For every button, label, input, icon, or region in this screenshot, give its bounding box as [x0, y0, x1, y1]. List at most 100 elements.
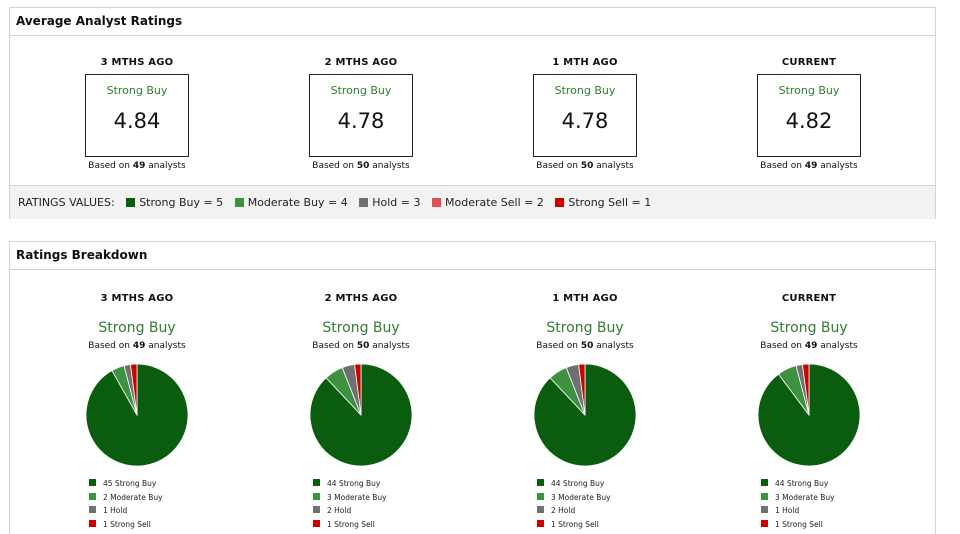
- legend-label: 44 Strong Buy: [551, 479, 605, 488]
- pie-legend-item-moderate-buy: 2 Moderate Buy: [89, 491, 185, 505]
- pie-legend-item-strong-buy: 44 Strong Buy: [761, 477, 857, 491]
- score-box: Strong Buy 4.82: [757, 74, 861, 157]
- legend-swatch: [313, 479, 320, 486]
- consensus-label: Strong Buy: [98, 320, 176, 336]
- legend-swatch: [537, 492, 544, 500]
- legend-moderate-sell: Moderate Sell = 2: [432, 196, 544, 209]
- rating-label: Strong Buy: [106, 84, 168, 97]
- ratings-breakdown-title: Ratings Breakdown: [10, 242, 935, 270]
- legend-label: 3 Moderate Buy: [551, 492, 611, 502]
- score-box: Strong Buy 4.84: [85, 74, 189, 157]
- legend-swatch: [313, 506, 320, 513]
- score-value: 4.84: [113, 109, 161, 133]
- based-on-text: Based on 49 analysts: [88, 161, 186, 171]
- moderate-buy-swatch: [234, 198, 244, 207]
- avg-rating-3-months-ago: 3 MTHS AGO Strong Buy 4.84 Based on 49 a…: [27, 57, 247, 171]
- pie-legend-item-strong-buy: 45 Strong Buy: [89, 477, 185, 491]
- analyst-count: 50: [580, 161, 594, 171]
- pie-legend-item-moderate-buy: 3 Moderate Buy: [313, 491, 409, 505]
- legend-swatch: [313, 519, 320, 527]
- based-on-text: Based on 50 analysts: [312, 161, 410, 171]
- average-ratings-title: Average Analyst Ratings: [10, 8, 935, 36]
- legend-label: 1 Strong Sell: [103, 519, 151, 529]
- based-on-text: Based on 49 analysts: [760, 161, 858, 171]
- legend-label: 3 Moderate Buy: [775, 492, 835, 502]
- legend-label: 44 Strong Buy: [775, 479, 829, 488]
- pie-legend-item-hold: 1 Hold: [761, 504, 857, 518]
- pie-legend-item-strong-sell: 1 Strong Sell: [761, 518, 857, 532]
- pie-legend-item-strong-sell: 1 Strong Sell: [537, 518, 633, 532]
- average-analyst-ratings-panel: Average Analyst Ratings 3 MTHS AGO Stron…: [9, 7, 936, 219]
- period-label: CURRENT: [781, 293, 837, 304]
- avg-rating-1-month-ago: 1 MTH AGO Strong Buy 4.78 Based on 50 an…: [475, 57, 695, 171]
- consensus-label: Strong Buy: [322, 320, 400, 336]
- legend-swatch: [89, 519, 96, 527]
- legend-swatch: [761, 519, 768, 527]
- strong-sell-swatch: [555, 198, 565, 207]
- avg-rating-current: CURRENT Strong Buy 4.82 Based on 49 anal…: [699, 57, 919, 171]
- avg-rating-2-months-ago: 2 MTHS AGO Strong Buy 4.78 Based on 50 a…: [251, 57, 471, 171]
- legend-label: 2 Hold: [551, 506, 576, 515]
- period-label: 3 MTHS AGO: [100, 57, 174, 68]
- hold-swatch: [359, 198, 369, 207]
- ratings-pie-chart: [309, 363, 413, 467]
- analyst-count: 49: [132, 161, 146, 171]
- strong-buy-swatch: [126, 198, 136, 207]
- legend-label: 3 Moderate Buy: [327, 492, 387, 502]
- legend-label: 44 Strong Buy: [327, 479, 381, 488]
- analyst-count: 49: [804, 161, 818, 171]
- legend-label: 2 Moderate Buy: [103, 492, 163, 502]
- pie-legend-item-hold: 2 Hold: [313, 504, 409, 518]
- legend-label: 45 Strong Buy: [103, 479, 157, 488]
- legend-swatch: [537, 506, 544, 513]
- pie-slice-strong-sell: [802, 363, 810, 416]
- consensus-label: Strong Buy: [770, 320, 848, 336]
- analyst-count: 50: [356, 341, 370, 351]
- legend-hold: Hold = 3: [359, 196, 421, 209]
- period-label: 1 MTH AGO: [552, 293, 618, 304]
- period-label: CURRENT: [781, 57, 837, 68]
- legend-label: 1 Strong Sell: [775, 519, 823, 529]
- consensus-label: Strong Buy: [546, 320, 624, 336]
- based-on-text: Based on 49 analysts: [88, 341, 186, 351]
- legend-label: 1 Hold: [103, 506, 128, 515]
- rating-label: Strong Buy: [330, 84, 392, 97]
- legend-label: 1 Strong Sell: [327, 519, 375, 529]
- rating-label: Strong Buy: [778, 84, 840, 97]
- pie-legend: 44 Strong Buy 3 Moderate Buy 1 Hold 1 Stron…: [761, 477, 857, 531]
- analyst-count: 49: [132, 341, 146, 351]
- rating-label: Strong Buy: [554, 84, 616, 97]
- ratings-pie-chart: [533, 363, 637, 467]
- period-label: 1 MTH AGO: [552, 57, 618, 68]
- pie-legend-item-moderate-buy: 3 Moderate Buy: [537, 491, 633, 505]
- based-on-text: Based on 50 analysts: [536, 161, 634, 171]
- score-box: Strong Buy 4.78: [533, 74, 637, 157]
- pie-legend-item-strong-buy: 44 Strong Buy: [313, 477, 409, 491]
- moderate-sell-swatch: [432, 198, 441, 207]
- pie-legend: 44 Strong Buy 3 Moderate Buy 2 Hold 1 Stron…: [537, 477, 633, 531]
- ratings-breakdown-panel: Ratings Breakdown 3 MTHS AGO Strong Buy …: [9, 241, 936, 534]
- legend-swatch: [537, 479, 544, 486]
- legend-strong-sell: Strong Sell = 1: [555, 196, 651, 209]
- score-value: 4.78: [561, 109, 609, 133]
- breakdown-2-months-ago: 2 MTHS AGO Strong Buy Based on 50 analys…: [251, 293, 471, 531]
- pie-slice-strong-sell: [578, 363, 586, 416]
- ratings-values-legend: RATINGS VALUES: Strong Buy = 5 Moderate …: [10, 185, 935, 219]
- legend-label: 2 Hold: [327, 506, 352, 515]
- period-label: 2 MTHS AGO: [324, 293, 398, 304]
- score-value: 4.82: [785, 109, 833, 133]
- legend-swatch: [313, 492, 320, 500]
- pie-legend-item-strong-sell: 1 Strong Sell: [313, 518, 409, 532]
- based-on-text: Based on 50 analysts: [536, 341, 634, 351]
- period-label: 2 MTHS AGO: [324, 57, 398, 68]
- pie-legend: 44 Strong Buy 3 Moderate Buy 2 Hold 1 Stron…: [313, 477, 409, 531]
- breakdown-1-month-ago: 1 MTH AGO Strong Buy Based on 50 analyst…: [475, 293, 695, 531]
- legend-moderate-buy: Moderate Buy = 4: [234, 196, 348, 209]
- analyst-count: 50: [580, 341, 594, 351]
- legend-swatch: [89, 506, 96, 513]
- legend-swatch: [761, 506, 768, 513]
- based-on-text: Based on 50 analysts: [312, 341, 410, 351]
- legend-label: 1 Strong Sell: [551, 519, 599, 529]
- legend-strong-buy: Strong Buy = 5: [126, 196, 223, 209]
- legend-swatch: [761, 492, 768, 500]
